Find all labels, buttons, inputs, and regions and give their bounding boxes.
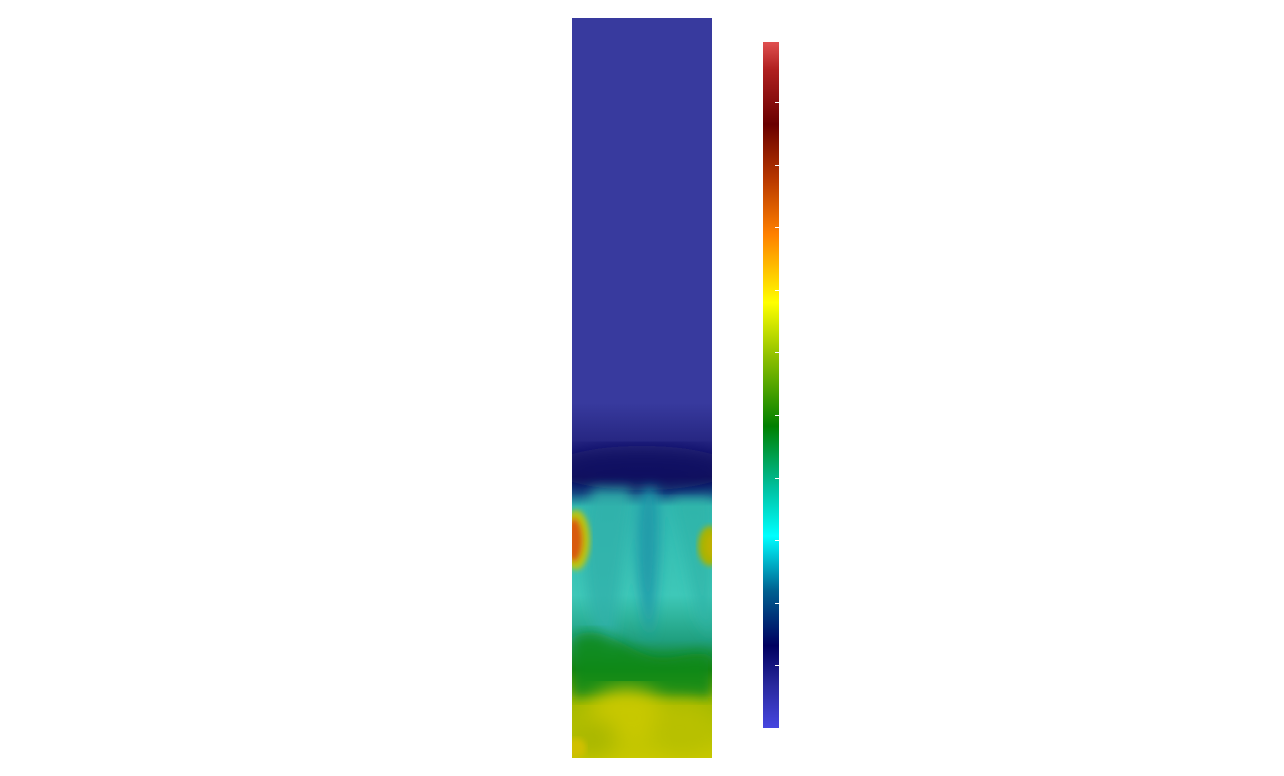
- colorbar-tick: [775, 665, 779, 666]
- colorbar-tick: [775, 415, 779, 416]
- scalar-field-plot: [572, 18, 712, 758]
- field-hotspot-right: [698, 526, 712, 566]
- field-green-band: [572, 632, 712, 698]
- colorbar-tick: [775, 102, 779, 103]
- field-dark-band: [572, 446, 712, 490]
- color-legend-bar: [763, 42, 779, 728]
- field-teal-plumes: [584, 488, 712, 658]
- colorbar-tick: [775, 290, 779, 291]
- colorbar-tick: [775, 540, 779, 541]
- colorbar-tick: [775, 478, 779, 479]
- colorbar-tick: [775, 165, 779, 166]
- colorbar-tick: [775, 352, 779, 353]
- colorbar-tick: [775, 227, 779, 228]
- colorbar-gradient: [763, 42, 779, 728]
- field-hotspot-bottom-left: [572, 738, 586, 758]
- colorbar-tick: [775, 603, 779, 604]
- field-hotspot-left: [572, 510, 590, 570]
